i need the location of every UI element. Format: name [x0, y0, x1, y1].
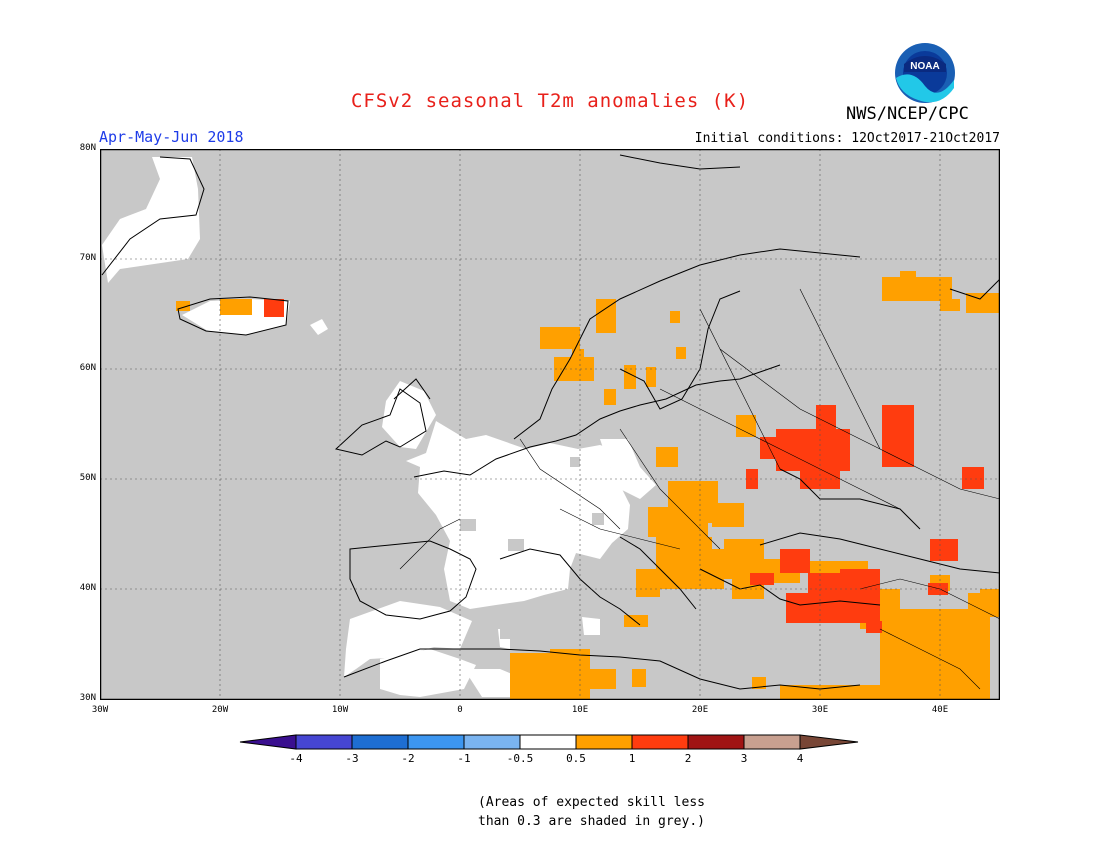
map-panel: [100, 149, 1000, 700]
lat-label-70n: 70N: [79, 253, 96, 263]
colorbar-label-p05: 0.5: [566, 752, 586, 765]
initial-conditions: Initial conditions: 12Oct2017-21Oct2017: [694, 131, 1000, 146]
colorbar-label-m1: -1: [457, 752, 471, 765]
colorbar-seg-neutral: [519, 734, 577, 750]
colorbar-label-m2: -2: [401, 752, 415, 765]
skill-footnote-line1: (Areas of expected skill less: [478, 795, 705, 810]
low-skill-patches: [460, 457, 604, 639]
lon-label-10w: 10W: [331, 705, 349, 715]
colorbar-label-p3: 3: [740, 752, 748, 765]
colorbar-seg-m3-m2: [351, 734, 409, 750]
graticule: [100, 149, 1000, 700]
colorbar-label-p4: 4: [796, 752, 804, 765]
lon-label-10e: 10E: [571, 705, 589, 715]
skill-footnote: (Areas of expected skill less than 0.3 a…: [478, 793, 705, 831]
colorbar-seg-m1-m05: [463, 734, 521, 750]
lon-label-20e: 20E: [691, 705, 709, 715]
colorbar-seg-m4-m3: [295, 734, 353, 750]
lat-label-30n: 30N: [79, 693, 96, 703]
forecast-period: Apr-May-Jun 2018: [99, 128, 244, 146]
colorbar-label-m4: -4: [289, 752, 303, 765]
lon-label-30e: 30E: [811, 705, 829, 715]
colorbar-seg-1-2: [631, 734, 689, 750]
colorbar-label-p1: 1: [628, 752, 636, 765]
lat-label-80n: 80N: [79, 143, 96, 153]
lat-label-60n: 60N: [79, 363, 96, 373]
map-title: CFSv2 seasonal T2m anomalies (K): [350, 90, 750, 112]
lon-label-30w: 30W: [91, 705, 109, 715]
neutral-anomaly-regions: [102, 157, 656, 697]
colorbar-arrow-low: [239, 734, 297, 750]
colorbar-seg-05-1: [575, 734, 633, 750]
lon-label-40e: 40E: [931, 705, 949, 715]
lon-label-20w: 20W: [211, 705, 229, 715]
colorbar-seg-3-4: [743, 734, 801, 750]
colorbar-seg-m2-m1: [407, 734, 465, 750]
anomaly-1-to-2-cells: [264, 299, 984, 633]
colorbar-label-m05: -0.5: [506, 752, 534, 765]
colorbar-arrow-high: [799, 734, 859, 750]
noaa-logo-icon: NOAA: [895, 43, 955, 103]
noaa-logo-text: NOAA: [910, 61, 939, 72]
lat-label-40n: 40N: [79, 583, 96, 593]
lat-label-50n: 50N: [79, 473, 96, 483]
colorbar-seg-2-3: [687, 734, 745, 750]
lon-label-0: 0: [457, 705, 463, 715]
skill-footnote-line2: than 0.3 are shaded in grey.): [478, 814, 705, 829]
map-frame: [100, 149, 1000, 700]
colorbar-label-p2: 2: [684, 752, 692, 765]
agency-label: NWS/NCEP/CPC: [846, 104, 969, 124]
colorbar-label-m3: -3: [345, 752, 359, 765]
